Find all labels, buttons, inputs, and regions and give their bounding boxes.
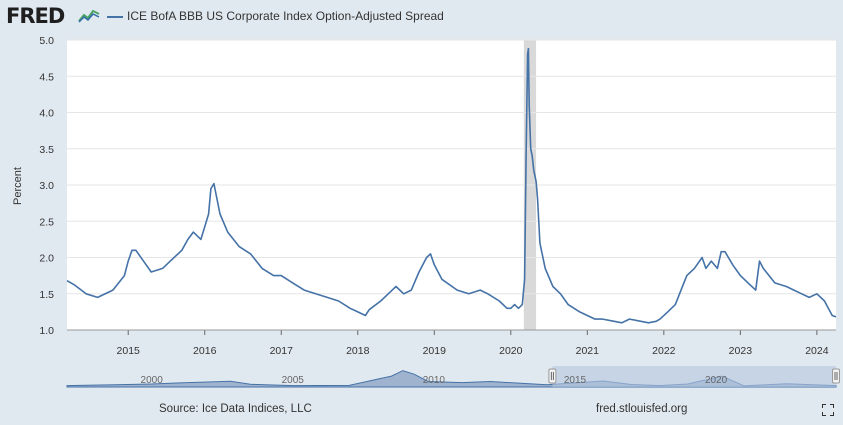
navigator-label-2020: 2020 [705,375,728,386]
gridlines [67,39,836,295]
y-tick-2.5: 2.5 [39,216,54,228]
x-tick-2016: 2016 [193,345,217,357]
navigator-handle-left[interactable] [548,368,557,384]
navigator-label-2005: 2005 [282,375,305,386]
navigator-layer: 2000 2005 2010 2015 2020 [66,366,840,388]
x-tick-2018: 2018 [346,345,370,357]
y-tick-4.0: 4.0 [39,108,54,120]
y-tick-5.0: 5.0 [39,35,54,47]
header: FRED ICE BofA BBB US Corporate Index Opt… [0,0,843,34]
navigator-label-2000: 2000 [141,375,164,386]
x-tick-2024: 2024 [805,345,829,357]
x-tick-2022: 2022 [652,345,676,357]
y-tick-3.5: 3.5 [39,144,54,156]
y-tick-4.5: 4.5 [39,71,54,83]
navigator-selection [552,366,836,387]
source-note: Source: Ice Data Indices, LLC [159,403,312,415]
legend-line-swatch [107,16,123,18]
line-chart-icon [78,7,100,23]
y-axis: 1.0 1.5 2.0 2.5 3.0 3.5 4.0 4.5 5.0 [39,35,54,337]
x-tick-2017: 2017 [270,345,294,357]
x-tick-2015: 2015 [117,345,141,357]
navigator-label-2015: 2015 [564,375,587,386]
fullscreen-icon[interactable] [822,404,834,416]
series-layer[interactable] [66,47,837,324]
x-tick-2020: 2020 [499,345,523,357]
x-tick-2019: 2019 [423,345,447,357]
y-tick-1.0: 1.0 [39,325,54,337]
x-axis: 2015 2016 2017 2018 2019 2020 2021 2022 2023 2024 [67,329,836,357]
y-tick-3.0: 3.0 [39,180,54,192]
legend-label[interactable]: ICE BofA BBB US Corporate Index Option-A… [127,9,444,23]
x-tick-2021: 2021 [576,345,600,357]
navigator-handle-right[interactable] [832,368,840,384]
y-tick-1.5: 1.5 [39,289,54,301]
series-line-0[interactable] [66,47,837,324]
chart[interactable]: 1.0 1.5 2.0 2.5 3.0 3.5 4.0 4.5 5.0 2015 2016 2017… [0,0,843,400]
y-axis-label: Percent [12,167,24,205]
x-tick-2023: 2023 [729,345,753,357]
site-link[interactable]: fred.stlouisfed.org [596,403,688,415]
y-tick-2.0: 2.0 [39,253,54,265]
fred-logo[interactable]: FRED [6,4,65,28]
navigator[interactable]: 2000 2005 2010 2015 2020 [66,366,840,388]
navigator-label-2010: 2010 [423,375,446,386]
